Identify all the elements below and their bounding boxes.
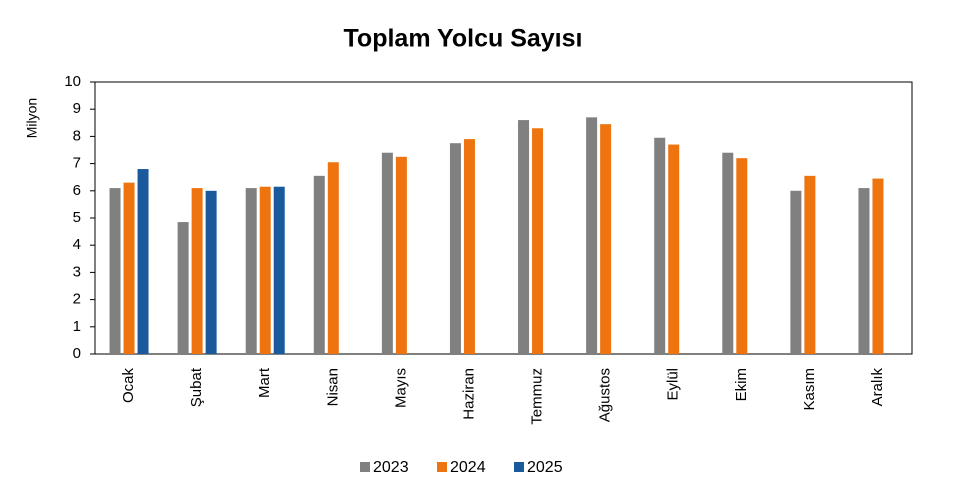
x-tick-label: Haziran — [460, 368, 477, 420]
x-tick-label: Ocak — [120, 368, 137, 404]
y-tick-label: 1 — [73, 318, 81, 335]
x-tick-label: Temmuz — [529, 368, 546, 425]
bar — [273, 186, 285, 354]
y-tick-label: 5 — [73, 209, 81, 226]
x-tick-label: Mart — [256, 367, 273, 398]
bar — [858, 188, 870, 354]
y-tick-label: 3 — [73, 263, 81, 280]
legend-swatch — [360, 462, 370, 472]
legend-swatch — [514, 462, 524, 472]
plot-frame — [94, 81, 913, 355]
bar — [463, 139, 475, 354]
bar — [245, 188, 257, 354]
y-axis-label: Milyon — [24, 98, 40, 138]
y-tick-label: 6 — [73, 182, 81, 199]
chart-title: Toplam Yolcu Sayısı — [344, 25, 583, 53]
x-tick-label: Nisan — [324, 368, 341, 406]
x-tick-label: Eylül — [665, 368, 682, 401]
bar — [177, 222, 189, 354]
bar — [518, 120, 530, 354]
legend-label: 2023 — [373, 459, 409, 476]
x-tick-label: Aralık — [869, 368, 886, 407]
bar — [722, 152, 734, 354]
bar — [654, 137, 666, 354]
y-tick-label: 7 — [73, 155, 81, 172]
x-tick-label: Kasım — [801, 368, 818, 411]
legend-label: 2024 — [450, 459, 486, 476]
legend-swatch — [437, 462, 447, 472]
bar — [532, 128, 544, 354]
bar — [600, 124, 612, 354]
bar — [395, 156, 407, 354]
y-tick-label: 0 — [73, 345, 81, 362]
bar — [449, 143, 461, 354]
bar — [205, 190, 217, 354]
bar — [804, 175, 816, 354]
x-tick-label: Ağustos — [597, 368, 614, 422]
x-tick-label: Şubat — [188, 367, 205, 407]
x-tick-label: Mayıs — [392, 368, 409, 408]
bar — [668, 144, 680, 354]
bar — [123, 182, 135, 354]
bar — [790, 190, 802, 354]
bar — [137, 169, 149, 354]
bar — [191, 188, 203, 354]
y-tick-label: 10 — [64, 73, 81, 90]
y-tick-label: 9 — [73, 100, 81, 117]
bar — [259, 186, 271, 354]
x-tick-label: Ekim — [733, 368, 750, 401]
y-tick-label: 2 — [73, 291, 81, 308]
y-tick-label: 8 — [73, 127, 81, 144]
bar — [872, 178, 884, 354]
bar — [109, 188, 121, 354]
bar — [327, 162, 339, 354]
bar — [586, 117, 598, 354]
bar — [313, 175, 325, 354]
bar — [381, 152, 393, 354]
legend-label: 2025 — [527, 459, 563, 476]
y-tick-label: 4 — [73, 236, 81, 253]
bar — [736, 158, 748, 354]
